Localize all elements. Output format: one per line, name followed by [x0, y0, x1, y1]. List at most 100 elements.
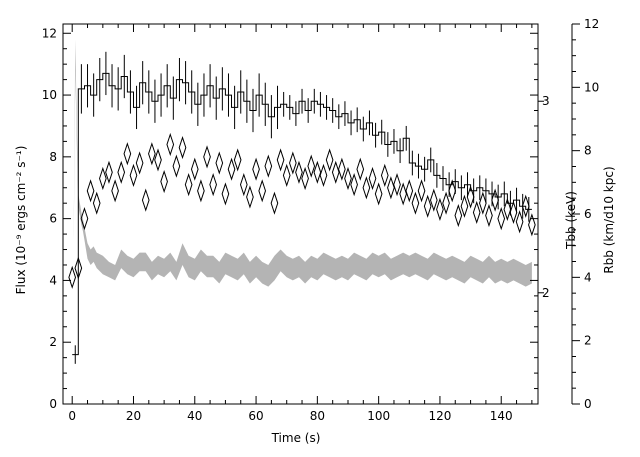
temperature-diamond: [448, 179, 457, 203]
temperature-diamond: [485, 203, 493, 228]
temperature-diamond: [344, 166, 352, 191]
x-tick-label: 0: [68, 409, 76, 423]
temperature-diamond: [289, 151, 297, 175]
temperature-diamond-layer: [68, 132, 536, 289]
y3-axis-label: Rbb (km/d10 kpc): [602, 166, 616, 273]
temperature-diamond: [239, 173, 248, 197]
temperature-diamond: [264, 154, 273, 178]
temperature-diamond: [362, 176, 371, 200]
x-tick-label: 40: [187, 409, 202, 423]
temperature-diamond: [154, 148, 162, 172]
x-tick-label: 60: [248, 409, 263, 423]
temperature-diamond: [129, 163, 138, 187]
temperature-diamond: [472, 200, 481, 225]
temperature-diamond: [405, 179, 414, 203]
temperature-diamond: [246, 185, 254, 209]
temperature-diamond: [417, 179, 426, 203]
temperature-diamond: [221, 182, 230, 206]
temperature-diamond: [436, 197, 444, 221]
temperature-diamond: [454, 203, 463, 228]
temperature-diamond: [178, 135, 187, 160]
x-tick-label: 100: [367, 409, 390, 423]
temperature-diamond: [307, 154, 316, 178]
temperature-diamond: [203, 145, 211, 169]
temperature-diamond: [276, 148, 285, 172]
temperature-diamond: [190, 157, 199, 181]
temperature-diamond: [466, 185, 475, 209]
temperature-diamond: [135, 151, 144, 175]
temperature-diamond: [313, 160, 322, 184]
temperature-diamond: [521, 194, 530, 218]
x-tick-label: 140: [490, 409, 513, 423]
y3-tick-label: 0: [584, 397, 592, 411]
temperature-diamond: [479, 191, 487, 215]
y2-tick-label: 3: [542, 94, 550, 108]
temperature-diamond: [80, 207, 89, 231]
axes-layer: 0 20 40 60 80 100 120 140 0 2 4 6 8 10 12 2 3 0 2 4 6 8 10 12: [42, 17, 600, 423]
temperature-diamond: [111, 179, 119, 203]
x-tick-label: 120: [428, 409, 451, 423]
temperature-diamond: [429, 188, 438, 212]
x-tick-label: 80: [310, 409, 325, 423]
temperature-diamond: [68, 265, 77, 289]
temperature-diamond: [399, 182, 407, 206]
temperature-diamond: [387, 176, 395, 200]
y2-axis-label: Tbb (keV): [564, 191, 578, 250]
y3-tick-label: 8: [584, 144, 592, 158]
temperature-diamond: [380, 163, 389, 187]
y-tick-label: 6: [49, 212, 57, 226]
temperature-diamond: [331, 160, 340, 184]
y-tick-label: 8: [49, 150, 57, 164]
temperature-diamond: [423, 194, 432, 218]
temperature-diamond: [393, 173, 401, 197]
temperature-diamond: [233, 148, 242, 172]
temperature-diamond: [117, 160, 126, 184]
temperature-diamond: [503, 197, 512, 221]
y-tick-label: 10: [42, 88, 57, 102]
temperature-diamond: [160, 169, 168, 194]
temperature-diamond: [325, 148, 334, 172]
temperature-diamond: [374, 182, 383, 206]
y2-tick-label: 2: [542, 286, 550, 300]
y-tick-label: 12: [42, 26, 57, 40]
temperature-diamond: [92, 191, 101, 215]
x-tick-label: 20: [126, 409, 141, 423]
temperature-diamond: [356, 157, 365, 181]
temperature-diamond: [252, 157, 260, 181]
y-tick-label: 0: [49, 397, 57, 411]
temperature-diamond: [99, 166, 107, 191]
x-axis-label: Time (s): [271, 431, 321, 445]
temperature-diamond: [491, 188, 499, 212]
temperature-diamond: [209, 173, 217, 197]
temperature-diamond: [295, 160, 303, 184]
temperature-diamond: [497, 207, 506, 231]
temperature-diamond: [319, 163, 328, 187]
temperature-diamond: [411, 191, 420, 215]
temperature-diamond: [338, 157, 346, 181]
temperature-diamond: [148, 142, 156, 166]
y3-tick-label: 2: [584, 334, 592, 348]
flux-histogram-layer: [72, 51, 532, 364]
temperature-diamond: [184, 173, 193, 197]
temperature-diamond: [86, 179, 95, 203]
temperature-diamond: [301, 166, 309, 191]
flux-histogram: [72, 72, 532, 356]
temperature-diamond: [282, 163, 291, 187]
radius-band: [73, 39, 532, 287]
temperature-diamond: [515, 210, 524, 234]
y-axis-label: Flux (10⁻⁹ ergs cm⁻² s⁻¹): [14, 146, 28, 295]
temperature-diamond: [460, 194, 469, 218]
temperature-diamond: [528, 213, 536, 237]
temperature-diamond: [442, 191, 450, 215]
temperature-diamond: [105, 160, 113, 184]
y-tick-label: 2: [49, 335, 57, 349]
temperature-diamond: [509, 200, 518, 225]
temperature-diamond: [258, 179, 267, 203]
y3-tick-label: 10: [584, 80, 599, 94]
temperature-diamond: [227, 157, 236, 181]
temperature-diamond: [270, 191, 279, 215]
y3-tick-label: 6: [584, 207, 592, 221]
plot-frame: [62, 23, 539, 405]
temperature-diamond: [141, 188, 150, 212]
